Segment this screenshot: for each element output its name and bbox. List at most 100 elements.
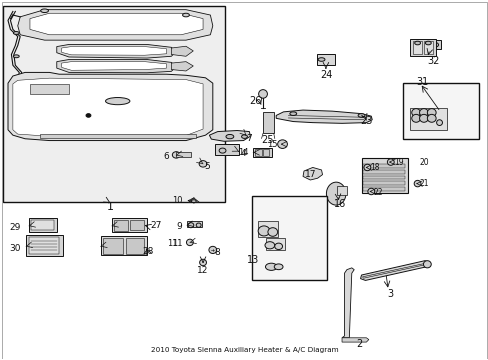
Ellipse shape bbox=[411, 114, 420, 122]
Polygon shape bbox=[276, 110, 371, 123]
Polygon shape bbox=[209, 131, 250, 141]
Ellipse shape bbox=[225, 134, 233, 139]
Bar bbox=[40, 134, 195, 138]
Polygon shape bbox=[13, 78, 203, 136]
Polygon shape bbox=[61, 62, 166, 70]
Bar bbox=[423, 41, 432, 54]
Text: 1: 1 bbox=[107, 202, 114, 212]
Bar bbox=[255, 149, 261, 156]
Bar bbox=[5, 8, 222, 200]
Text: 3: 3 bbox=[387, 289, 393, 299]
Ellipse shape bbox=[423, 261, 430, 268]
Ellipse shape bbox=[264, 242, 274, 249]
Bar bbox=[409, 39, 435, 56]
Text: 15: 15 bbox=[266, 140, 277, 149]
Polygon shape bbox=[362, 263, 427, 278]
Text: 7: 7 bbox=[246, 134, 252, 143]
Ellipse shape bbox=[413, 42, 422, 47]
Ellipse shape bbox=[427, 114, 435, 122]
Text: 10: 10 bbox=[172, 196, 183, 205]
Ellipse shape bbox=[186, 239, 193, 246]
Text: 19: 19 bbox=[394, 158, 404, 167]
Polygon shape bbox=[57, 59, 176, 73]
Text: 2: 2 bbox=[355, 339, 362, 349]
Bar bbox=[3, 6, 224, 202]
Polygon shape bbox=[8, 72, 212, 140]
Ellipse shape bbox=[187, 223, 193, 228]
Ellipse shape bbox=[13, 55, 19, 58]
Bar bbox=[130, 220, 144, 230]
Ellipse shape bbox=[172, 152, 180, 158]
Bar bbox=[215, 144, 238, 155]
Polygon shape bbox=[18, 10, 212, 40]
Polygon shape bbox=[30, 13, 203, 35]
Ellipse shape bbox=[419, 114, 427, 122]
Ellipse shape bbox=[318, 58, 325, 61]
Text: 25: 25 bbox=[261, 135, 274, 145]
Bar bbox=[402, 83, 478, 139]
Text: 30: 30 bbox=[10, 244, 21, 253]
Text: 14: 14 bbox=[238, 148, 248, 157]
Bar bbox=[31, 220, 54, 230]
Text: 26: 26 bbox=[248, 96, 261, 106]
Bar bbox=[125, 238, 144, 254]
Polygon shape bbox=[341, 338, 368, 342]
Polygon shape bbox=[303, 167, 322, 180]
Text: 22: 22 bbox=[373, 188, 382, 197]
Text: 21: 21 bbox=[418, 179, 428, 188]
Bar bbox=[101, 235, 147, 255]
Text: 20: 20 bbox=[418, 158, 428, 167]
Polygon shape bbox=[360, 261, 429, 280]
Bar bbox=[176, 152, 190, 157]
Polygon shape bbox=[188, 198, 199, 202]
Ellipse shape bbox=[208, 246, 216, 253]
Ellipse shape bbox=[411, 109, 420, 117]
Ellipse shape bbox=[289, 112, 296, 116]
Ellipse shape bbox=[199, 161, 206, 167]
Polygon shape bbox=[61, 46, 166, 55]
Bar bbox=[112, 218, 147, 232]
Bar bbox=[363, 187, 405, 191]
Text: 17: 17 bbox=[305, 171, 316, 180]
Ellipse shape bbox=[191, 200, 196, 203]
Bar bbox=[258, 221, 277, 237]
Ellipse shape bbox=[367, 188, 374, 195]
Ellipse shape bbox=[436, 120, 442, 126]
Bar bbox=[266, 238, 285, 250]
Ellipse shape bbox=[425, 41, 430, 45]
Text: 13: 13 bbox=[246, 255, 259, 265]
Bar bbox=[363, 176, 405, 179]
Text: 18: 18 bbox=[369, 163, 379, 172]
Bar bbox=[103, 238, 122, 254]
Text: 5: 5 bbox=[204, 162, 210, 171]
Ellipse shape bbox=[219, 148, 225, 153]
Ellipse shape bbox=[86, 114, 91, 117]
Bar bbox=[336, 186, 346, 195]
Text: 24: 24 bbox=[320, 70, 332, 80]
Polygon shape bbox=[57, 44, 176, 58]
Bar bbox=[30, 84, 69, 94]
Bar bbox=[186, 221, 201, 227]
Ellipse shape bbox=[414, 41, 420, 45]
Ellipse shape bbox=[241, 135, 247, 138]
Bar bbox=[363, 181, 405, 185]
Polygon shape bbox=[341, 268, 353, 338]
Bar bbox=[412, 41, 421, 54]
Bar bbox=[427, 40, 440, 49]
Text: 4: 4 bbox=[240, 149, 246, 158]
Bar bbox=[114, 220, 128, 230]
Polygon shape bbox=[171, 62, 193, 71]
Ellipse shape bbox=[357, 114, 364, 117]
Bar bbox=[263, 112, 273, 134]
Bar bbox=[29, 237, 59, 254]
Bar bbox=[363, 164, 405, 168]
Ellipse shape bbox=[386, 159, 393, 165]
Text: 11: 11 bbox=[172, 239, 183, 248]
Ellipse shape bbox=[41, 9, 48, 13]
Ellipse shape bbox=[267, 228, 277, 236]
Bar bbox=[263, 149, 269, 156]
Bar bbox=[29, 218, 57, 231]
Text: 2010 Toyota Sienna Auxiliary Heater & A/C Diagram: 2010 Toyota Sienna Auxiliary Heater & A/… bbox=[150, 347, 338, 353]
Text: 27: 27 bbox=[150, 221, 161, 230]
Bar bbox=[316, 54, 334, 65]
